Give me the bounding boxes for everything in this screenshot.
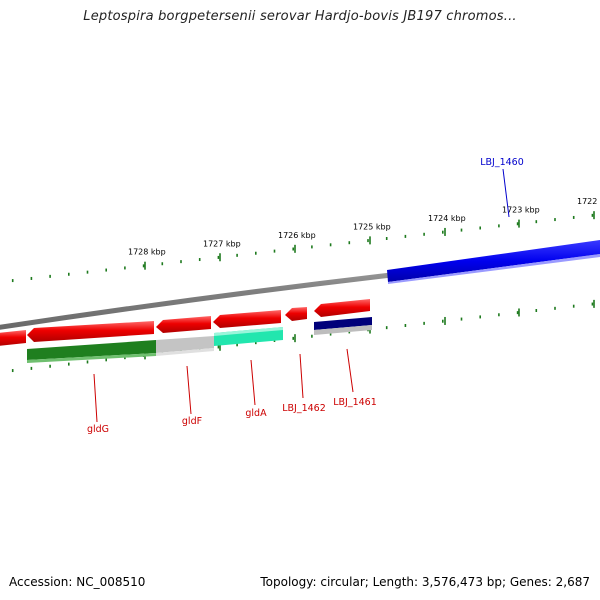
gene-arrow-gldg[interactable] — [27, 321, 154, 342]
category-block-gldf — [156, 336, 214, 356]
accession-text: Accession: NC_008510 — [9, 575, 146, 589]
gene-label-gldf[interactable]: gldF — [182, 416, 202, 427]
topology-summary-text: Topology: circular; Length: 3,576,473 bp… — [260, 575, 590, 589]
map-title: Leptospira borgpetersenii serovar Hardjo… — [83, 9, 517, 24]
tick-label: 1722 kbp — [577, 197, 600, 206]
gene-label-lbj-1461[interactable]: LBJ_1461 — [333, 397, 377, 408]
gene-arrow-lbj-1460[interactable] — [387, 240, 600, 284]
gene-arrow-lbj-1462[interactable] — [285, 307, 307, 321]
tick-label: 1726 kbp — [278, 231, 316, 240]
tick-label: 1724 kbp — [428, 214, 466, 223]
tick-label: 1728 kbp — [128, 248, 166, 257]
gene-arrow-gldf[interactable] — [156, 316, 211, 333]
tick-labels: 1728 kbp 1727 kbp 1726 kbp 1725 kbp 1724 kbp… — [128, 197, 600, 257]
gene-label-glda[interactable]: gldA — [245, 408, 267, 419]
gene-arrow-lbj-1461[interactable] — [314, 299, 370, 317]
gene-label-lbj-1460[interactable]: LBJ_1460 — [480, 157, 524, 168]
category-block-glda — [214, 327, 283, 346]
gene-labels: gldG gldF gldA LBJ_1462 LBJ_1461 LBJ_146… — [87, 157, 524, 435]
outer-tick-marks — [11, 211, 595, 283]
tick-label: 1723 kbp — [502, 206, 540, 215]
category-block-gldg — [27, 340, 156, 363]
gene-arrow-partial-left[interactable] — [0, 330, 26, 346]
gene-arrow-glda[interactable] — [213, 310, 281, 328]
gene-label-gldg[interactable]: gldG — [87, 424, 109, 435]
tick-label: 1725 kbp — [353, 222, 391, 231]
tick-label: 1727 kbp — [203, 239, 241, 248]
gene-label-lbj-1462[interactable]: LBJ_1462 — [282, 403, 326, 414]
category-block-lbj-1461 — [314, 317, 372, 335]
